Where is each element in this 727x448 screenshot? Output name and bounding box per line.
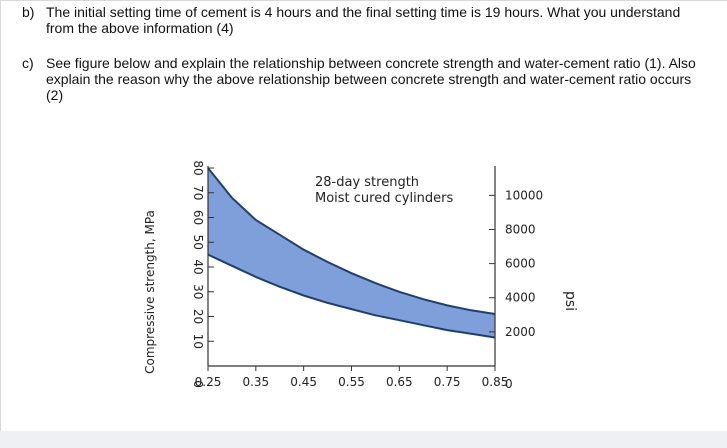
x-tick-label: 0.35 xyxy=(242,375,269,389)
x-tick-label: 0.55 xyxy=(338,375,365,389)
strength-vs-wc-ratio-chart: 0 10 20 30 40 50 60 70 80 0 2000 4000 6000 8000 10000 0… xyxy=(140,150,580,430)
x-tick-label: 0.45 xyxy=(290,375,317,389)
question-b-text: The initial setting time of cement is 4 … xyxy=(46,4,681,36)
x-tick-label: 0.25 xyxy=(195,375,222,389)
question-c-text: See figure below and explain the relatio… xyxy=(46,55,696,103)
upper-bound-line xyxy=(207,167,496,315)
y2-tick-label: 4000 xyxy=(505,291,536,305)
strength-band-area xyxy=(208,168,495,338)
chart-y-axis-label: Compressive strength, MPa xyxy=(143,210,157,374)
y2-tick-label: 0 xyxy=(505,377,513,391)
y-tick-label: 0 xyxy=(191,380,205,388)
x-tick-label: 0.75 xyxy=(434,375,461,389)
lower-bound-line xyxy=(207,253,496,339)
y2-tick-label: 8000 xyxy=(505,222,536,236)
y-tick-label: 40 xyxy=(191,259,205,274)
y-tick-label: 20 xyxy=(191,309,205,324)
y-tick-label: 70 xyxy=(191,185,205,200)
x-tick-label: 0.85 xyxy=(482,375,509,389)
x-tick-label: 0.65 xyxy=(386,375,413,389)
y2-tick-label: 6000 xyxy=(505,257,536,271)
y-tick-label: 50 xyxy=(191,235,205,250)
bottom-toolbar-strip xyxy=(0,431,727,448)
y-tick-label: 60 xyxy=(191,210,205,225)
chart-annotation-line1: 28-day strength xyxy=(315,175,419,190)
y-tick-label: 10 xyxy=(191,334,205,349)
y-tick-label: 30 xyxy=(191,284,205,299)
question-c-label: c) xyxy=(22,55,34,71)
chart-canvas: 0 10 20 30 40 50 60 70 80 0 2000 4000 6000 8000 10000 0… xyxy=(143,160,578,391)
y2-tick-label: 10000 xyxy=(505,188,543,202)
y-tick-label: 80 xyxy=(191,160,205,175)
chart-y2-axis-label: psi xyxy=(562,291,578,311)
chart-annotation-line2: Moist cured cylinders xyxy=(315,191,454,206)
question-b: b) The initial setting time of cement is… xyxy=(22,4,712,36)
question-b-label: b) xyxy=(22,4,35,20)
question-c: c) See figure below and explain the rela… xyxy=(22,55,712,103)
y2-tick-label: 2000 xyxy=(505,325,536,339)
